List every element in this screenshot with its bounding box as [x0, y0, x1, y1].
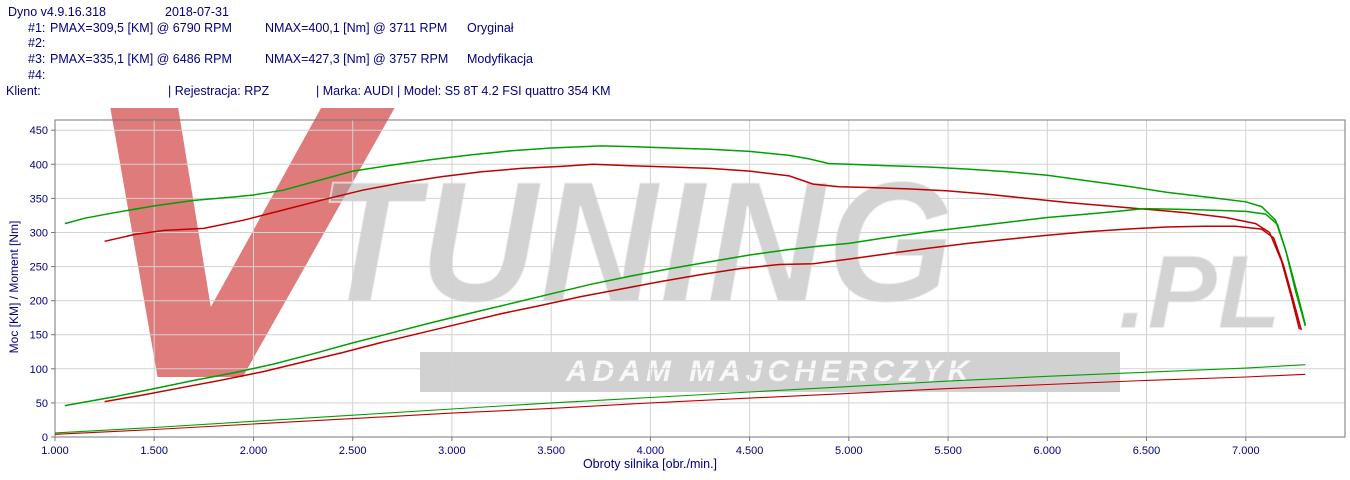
- svg-text:3.000: 3.000: [438, 445, 466, 457]
- x-axis-label: Obroty silnika [obr./min.]: [582, 457, 718, 471]
- run-1-pmax: PMAX=309,5 [KM] @ 6790 RPM: [50, 20, 232, 35]
- svg-text:150: 150: [30, 330, 48, 342]
- svg-text:0: 0: [42, 432, 48, 444]
- svg-text:1.500: 1.500: [140, 445, 168, 457]
- y-axis-label: Moc [KM] / Moment [Nm]: [7, 220, 21, 354]
- report-header: Dyno v4.9.16.318 2018-07-31 #1: PMAX=309…: [0, 5, 1350, 100]
- svg-text:200: 200: [30, 296, 48, 308]
- run-2-line: #2:: [0, 36, 1350, 52]
- client-line: Klient: | Rejestracja: RPZ | Marka: AUDI…: [0, 84, 1350, 100]
- svg-text:3.500: 3.500: [537, 445, 565, 457]
- run-3-line: #3: PMAX=335,1 [KM] @ 6486 RPM NMAX=427,…: [0, 52, 1350, 68]
- svg-text:450: 450: [30, 125, 48, 137]
- svg-text:4.500: 4.500: [736, 445, 764, 457]
- svg-text:6.000: 6.000: [1034, 445, 1062, 457]
- svg-text:50: 50: [36, 398, 48, 410]
- svg-text:6.500: 6.500: [1133, 445, 1161, 457]
- svg-text:250: 250: [30, 262, 48, 274]
- svg-text:300: 300: [30, 228, 48, 240]
- run-3-id: #3:: [28, 52, 46, 67]
- run-1-tag: Oryginał: [467, 20, 514, 35]
- run-1-id: #1:: [28, 20, 46, 35]
- svg-text:350: 350: [30, 193, 48, 205]
- registration-label: | Rejestracja: RPZ: [168, 84, 270, 99]
- run-3-nmax: NMAX=427,3 [Nm] @ 3757 RPM: [265, 52, 449, 67]
- vehicle-label: | Marka: AUDI | Model: S5 8T 4.2 FSI qua…: [316, 84, 611, 99]
- run-1-line: #1: PMAX=309,5 [KM] @ 6790 RPM NMAX=400,…: [0, 21, 1350, 37]
- svg-text:4.000: 4.000: [637, 445, 665, 457]
- svg-text:5.500: 5.500: [934, 445, 962, 457]
- svg-text:7.000: 7.000: [1232, 445, 1260, 457]
- run-2-id: #2:: [28, 36, 46, 51]
- svg-text:1.000: 1.000: [41, 445, 69, 457]
- run-3-tag: Modyfikacja: [467, 52, 533, 67]
- svg-text:2.000: 2.000: [240, 445, 268, 457]
- run-3-pmax: PMAX=335,1 [KM] @ 6486 RPM: [50, 52, 232, 67]
- header-line-version: Dyno v4.9.16.318 2018-07-31: [0, 5, 1350, 21]
- run-4-line: #4:: [0, 68, 1350, 84]
- svg-text:400: 400: [30, 159, 48, 171]
- svg-text:5.000: 5.000: [835, 445, 863, 457]
- dyno-chart-plot: 0 50 100 150 200 250 300 350 400 450 1.000 1.500 2.0…: [30, 119, 1346, 457]
- run-1-nmax: NMAX=400,1 [Nm] @ 3711 RPM: [265, 20, 448, 35]
- client-label: Klient:: [6, 84, 41, 99]
- app-version: Dyno v4.9.16.318: [8, 5, 106, 19]
- svg-text:2.500: 2.500: [339, 445, 367, 457]
- run-4-id: #4:: [28, 67, 46, 82]
- report-date: 2018-07-31: [165, 5, 229, 19]
- svg-text:100: 100: [30, 364, 48, 376]
